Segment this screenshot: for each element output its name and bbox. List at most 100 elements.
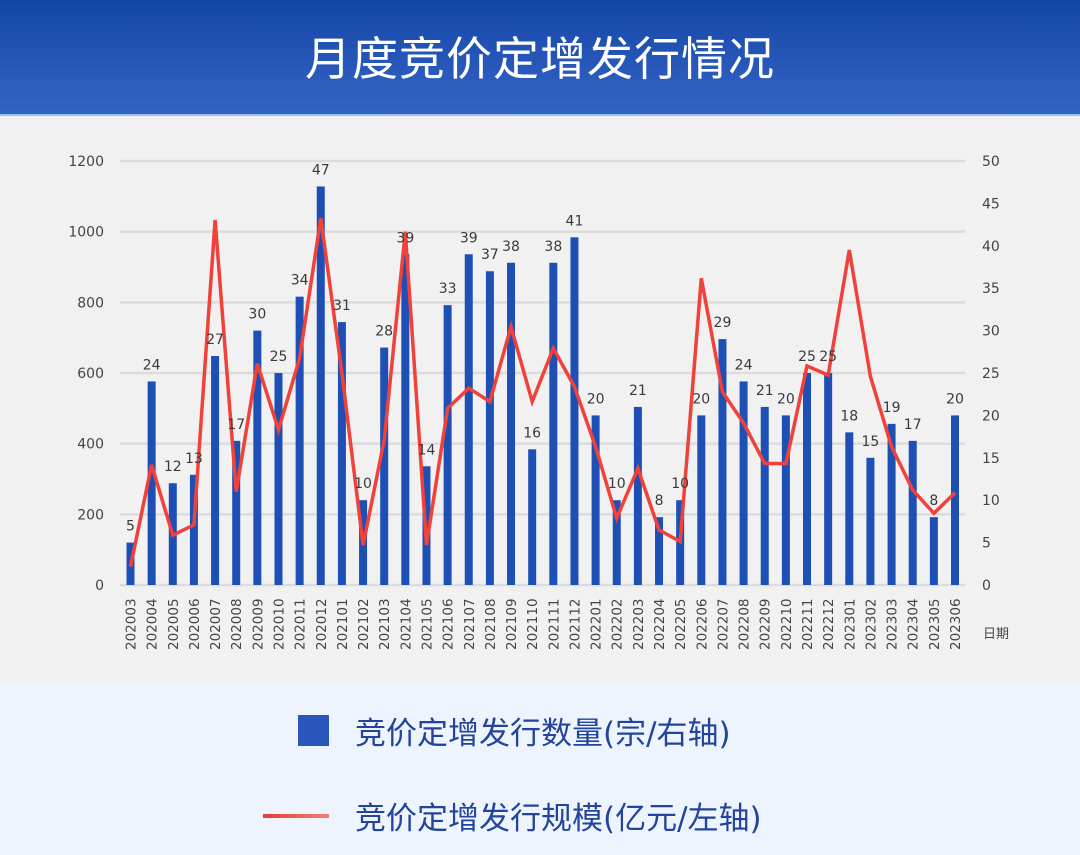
bar-value-label: 10 <box>354 476 372 492</box>
x-axis-tick-label: 202205 <box>673 598 689 650</box>
bar <box>211 356 220 585</box>
bar-value-label: 25 <box>798 349 816 365</box>
line-series <box>128 217 957 567</box>
bar-value-label: 39 <box>396 230 414 246</box>
x-axis-tick-label: 202007 <box>208 598 224 650</box>
x-axis-tick-label: 202212 <box>821 598 837 650</box>
bar <box>591 415 600 585</box>
bar-value-label: 10 <box>671 476 689 492</box>
bar-value-label: 19 <box>883 400 901 416</box>
bar-value-label: 10 <box>608 476 626 492</box>
x-axis-tick-label: 202209 <box>758 598 774 650</box>
bar <box>401 254 410 585</box>
x-axis-tick-label: 202104 <box>398 598 414 650</box>
x-axis-tick-label: 202010 <box>271 598 287 650</box>
bar-value-label: 47 <box>312 162 330 178</box>
bar <box>887 423 896 585</box>
bar <box>866 457 875 585</box>
bar <box>549 262 558 585</box>
x-axis-tick-label: 202006 <box>187 598 203 650</box>
x-axis-tick-label: 202105 <box>419 598 435 650</box>
x-axis-tick-label: 202211 <box>800 598 816 650</box>
bar <box>464 254 473 585</box>
x-axis-tick-label: 202303 <box>885 598 901 650</box>
left-axis-tick-label: 200 <box>77 507 104 523</box>
bar <box>845 432 854 585</box>
bar <box>655 517 664 585</box>
right-axis: 0 5 10 15 20 25 30 35 40 45 50 <box>982 154 1000 594</box>
bar-value-label: 18 <box>840 408 858 424</box>
bar <box>189 474 198 585</box>
x-axis-tick-label: 202012 <box>314 598 330 650</box>
bar <box>295 296 304 585</box>
x-axis-tick-label: 202103 <box>377 598 393 650</box>
bar <box>147 381 156 585</box>
right-axis-tick-label: 35 <box>982 281 1000 297</box>
bar <box>507 262 516 585</box>
x-axis-tick-label: 202301 <box>842 598 858 650</box>
bar <box>633 406 642 585</box>
bar-value-label: 17 <box>904 417 922 433</box>
left-axis-tick-label: 1000 <box>68 225 104 241</box>
left-axis-tick-label: 800 <box>77 295 104 311</box>
x-axis-tick-label: 202204 <box>652 598 668 650</box>
chart-area: 0 200 400 600 800 1000 1200 0 5 10 15 20 25 30 35 40 45… <box>0 116 1080 682</box>
bar-value-label: 41 <box>566 213 584 229</box>
x-axis-tick-label: 202108 <box>483 598 499 650</box>
bar-value-label: 21 <box>629 383 647 399</box>
page-title: 月度竞价定增发行情况 <box>305 32 775 86</box>
x-axis-tick-label: 202008 <box>229 598 245 650</box>
bar-value-label: 29 <box>714 315 732 331</box>
bar <box>929 517 938 585</box>
right-axis-tick-label: 15 <box>982 451 1000 467</box>
bar-value-label: 20 <box>587 391 605 407</box>
x-axis-tick-label: 202101 <box>335 598 351 650</box>
right-axis-tick-label: 40 <box>982 239 1000 255</box>
bar-swatch-icon <box>298 715 329 746</box>
legend-label-line: 竞价定增发行规模(亿元/左轴) <box>355 801 762 837</box>
bar-value-label: 8 <box>929 493 938 509</box>
bar-series <box>126 186 959 585</box>
x-axis-tick-label: 202203 <box>631 598 647 650</box>
legend-label-bar: 竞价定增发行数量(宗/右轴) <box>355 716 731 752</box>
x-axis-tick-label: 202305 <box>927 598 943 650</box>
x-axis-tick-label: 202207 <box>715 598 731 650</box>
bar <box>951 415 959 585</box>
bar <box>337 322 346 585</box>
x-axis-tick-label: 202003 <box>124 598 140 650</box>
line-swatch-icon <box>263 813 329 818</box>
bar <box>760 406 769 585</box>
right-axis-tick-label: 45 <box>982 196 1000 212</box>
bar <box>570 237 579 585</box>
bar <box>612 500 621 585</box>
x-axis-tick-label: 202302 <box>863 598 879 650</box>
bar <box>485 271 494 585</box>
legend-item-bar: 竞价定增发行数量(宗/右轴) <box>298 708 731 753</box>
bar-value-label: 8 <box>655 493 664 509</box>
bar <box>718 339 727 585</box>
left-axis-tick-label: 0 <box>95 578 104 594</box>
legend-item-line: 竞价定增发行规模(亿元/左轴) <box>263 793 762 838</box>
x-axis-tick-label: 202011 <box>293 598 309 650</box>
bar-value-label: 12 <box>164 459 182 475</box>
combo-chart: 0 200 400 600 800 1000 1200 0 5 10 15 20 25 30 35 40 45… <box>68 154 1009 650</box>
right-axis-tick-label: 25 <box>982 366 1000 382</box>
bar-value-label: 14 <box>418 442 436 458</box>
bar-value-label: 20 <box>946 391 964 407</box>
bar <box>803 373 812 585</box>
bar-value-label: 28 <box>375 324 393 340</box>
x-axis-tick-label: 202109 <box>504 598 520 650</box>
bar-value-label: 16 <box>523 425 541 441</box>
x-axis-tick-label: 202201 <box>589 598 605 650</box>
x-axis-tick-label: 202107 <box>462 598 478 650</box>
left-axis-tick-label: 600 <box>77 366 104 382</box>
left-axis-tick-label: 400 <box>77 437 104 453</box>
legend: 竞价定增发行数量(宗/右轴) 竞价定增发行规模(亿元/左轴) <box>0 682 1080 855</box>
bar-value-label: 15 <box>862 434 880 450</box>
bar-value-label: 24 <box>143 357 161 373</box>
x-axis-tick-label: 202106 <box>441 598 457 650</box>
right-axis-tick-label: 5 <box>982 536 991 552</box>
left-axis: 0 200 400 600 800 1000 1200 <box>68 154 104 594</box>
left-axis-tick-label: 1200 <box>68 154 104 170</box>
bar-value-label: 38 <box>544 239 562 255</box>
